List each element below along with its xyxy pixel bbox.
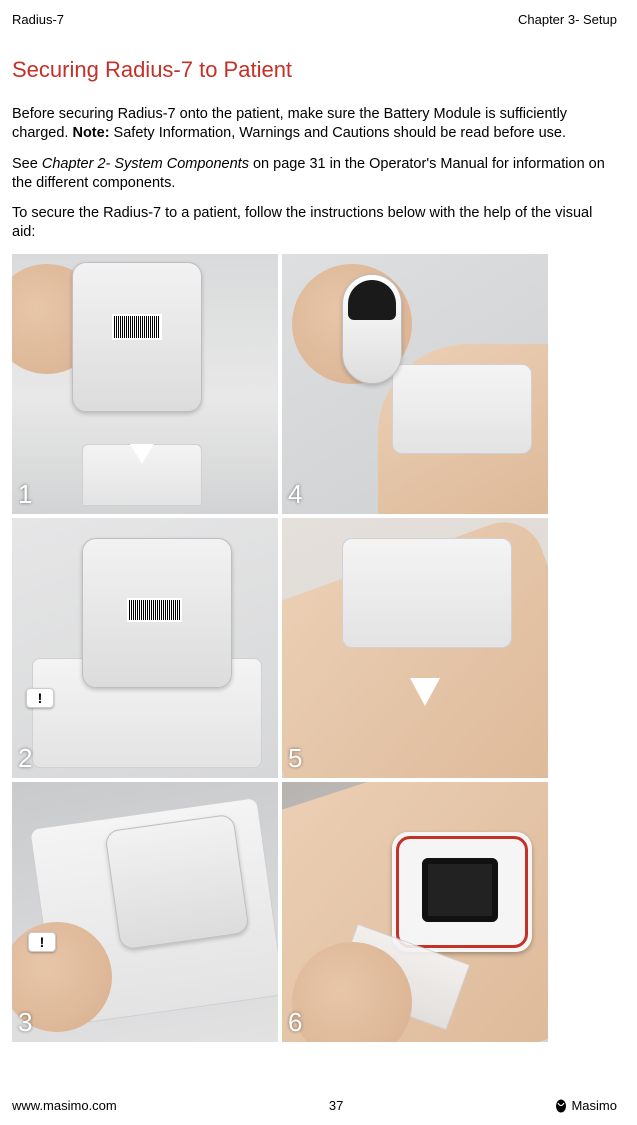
footer-url: www.masimo.com — [12, 1098, 117, 1113]
step-2-image: ! 2 — [12, 518, 278, 778]
down-arrow-icon — [122, 414, 162, 464]
step-number: 6 — [288, 1007, 302, 1038]
device-top-shape — [348, 280, 396, 320]
step-6-image: 6 — [282, 782, 548, 1042]
step-4-image: 4 — [282, 254, 548, 514]
step-3-image: ! 3 — [12, 782, 278, 1042]
masimo-logo-icon — [555, 1099, 567, 1113]
p1-note-label: Note: — [72, 125, 109, 141]
barcode-shape — [127, 598, 182, 622]
header-left: Radius-7 — [12, 12, 64, 27]
step-number: 2 — [18, 743, 32, 774]
paragraph-3: To secure the Radius-7 to a patient, fol… — [12, 204, 617, 242]
header-right: Chapter 3- Setup — [518, 12, 617, 27]
p2-chapter-ref: Chapter 2- System Components — [42, 156, 249, 172]
callout-marker-icon: ! — [26, 688, 54, 708]
down-arrow-icon — [402, 638, 448, 708]
paragraph-1: Before securing Radius-7 onto the patien… — [12, 105, 617, 143]
step-number: 5 — [288, 743, 302, 774]
step-number: 4 — [288, 479, 302, 510]
footer-brand-text: Masimo — [571, 1098, 617, 1113]
callout-marker-icon: ! — [28, 932, 56, 952]
cradle-shape — [392, 364, 532, 454]
p1-text-c: Safety Information, Warnings and Caution… — [110, 125, 566, 141]
paragraph-2: See Chapter 2- System Components on page… — [12, 155, 617, 193]
barcode-shape — [112, 314, 162, 340]
step-number: 3 — [18, 1007, 32, 1038]
step-number: 1 — [18, 479, 32, 510]
footer-brand: Masimo — [555, 1098, 617, 1113]
device-shape — [104, 814, 249, 951]
step-5-image: 5 — [282, 518, 548, 778]
cradle-shape — [342, 538, 512, 648]
p2-text-a: See — [12, 156, 42, 172]
page-footer: www.masimo.com 37 Masimo — [12, 1098, 617, 1113]
step-1-image: 1 — [12, 254, 278, 514]
device-screen-shape — [422, 858, 498, 922]
page-title: Securing Radius-7 to Patient — [12, 57, 617, 83]
instruction-grid: 1 4 ! 2 5 ! 3 — [12, 254, 617, 1042]
footer-page-number: 37 — [329, 1098, 343, 1113]
